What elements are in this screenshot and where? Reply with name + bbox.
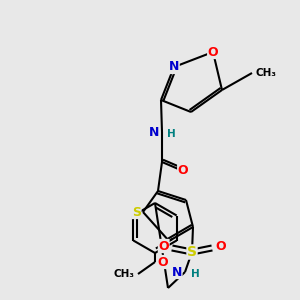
Text: O: O [208, 46, 218, 59]
Text: S: S [187, 245, 197, 259]
Text: H: H [191, 269, 200, 279]
Text: N: N [148, 125, 159, 139]
Text: O: O [178, 164, 188, 178]
Text: N: N [169, 61, 179, 74]
Text: O: O [158, 239, 169, 253]
Text: O: O [215, 239, 226, 253]
Text: O: O [157, 256, 168, 268]
Text: CH₃: CH₃ [114, 269, 135, 279]
Text: H: H [167, 129, 176, 139]
Text: S: S [132, 206, 141, 218]
Text: CH₃: CH₃ [256, 68, 277, 78]
Text: N: N [172, 266, 182, 278]
